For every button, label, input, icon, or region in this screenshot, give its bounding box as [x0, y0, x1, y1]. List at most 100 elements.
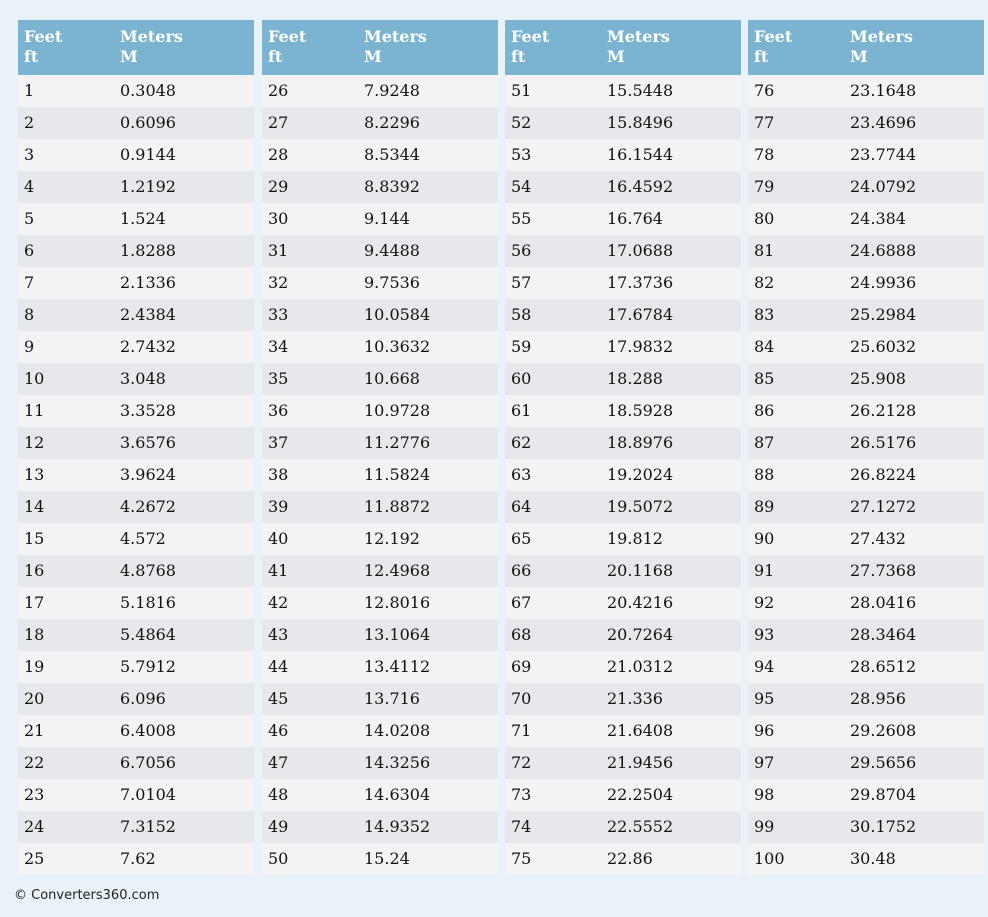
table-row: 17 5.1816: [18, 587, 254, 619]
feet-cell: 3: [24, 145, 35, 164]
table-row: 100 30.48: [748, 843, 984, 875]
feet-cell: 37: [268, 433, 289, 452]
meters-cell: 6.096: [120, 689, 166, 708]
meters-cell: 4.2672: [120, 497, 176, 516]
meters-cell: 8.2296: [364, 113, 420, 132]
table-header: Feet ft Meters M: [262, 20, 498, 75]
table-row: 55 16.764: [505, 203, 741, 235]
meters-cell: 23.1648: [850, 81, 917, 100]
table-row: 94 28.6512: [748, 651, 984, 683]
header-unit: ft: [511, 47, 526, 66]
meters-cell: 18.8976: [607, 433, 674, 452]
table-row: 33 10.0584: [262, 299, 498, 331]
feet-cell: 93: [754, 625, 775, 644]
meters-cell: 18.5928: [607, 401, 674, 420]
feet-cell: 56: [511, 241, 532, 260]
table-row: 27 8.2296: [262, 107, 498, 139]
meters-cell: 5.1816: [120, 593, 176, 612]
table-row: 38 11.5824: [262, 459, 498, 491]
meters-cell: 2.1336: [120, 273, 176, 292]
table-row: 8 2.4384: [18, 299, 254, 331]
feet-cell: 99: [754, 817, 775, 836]
table-row: 63 19.2024: [505, 459, 741, 491]
table-row: 49 14.9352: [262, 811, 498, 843]
table-row: 66 20.1168: [505, 555, 741, 587]
table-row: 53 16.1544: [505, 139, 741, 171]
header-name: Meters: [120, 27, 183, 46]
meters-cell: 1.8288: [120, 241, 176, 260]
table-row: 72 21.9456: [505, 747, 741, 779]
meters-cell: 1.2192: [120, 177, 176, 196]
feet-cell: 24: [24, 817, 45, 836]
meters-cell: 16.4592: [607, 177, 674, 196]
table-row: 34 10.3632: [262, 331, 498, 363]
feet-cell: 18: [24, 625, 45, 644]
feet-cell: 70: [511, 689, 532, 708]
table-row: 91 27.7368: [748, 555, 984, 587]
feet-cell: 85: [754, 369, 775, 388]
table-row: 16 4.8768: [18, 555, 254, 587]
feet-cell: 55: [511, 209, 532, 228]
meters-cell: 30.48: [850, 849, 896, 868]
meters-cell: 29.8704: [850, 785, 917, 804]
meters-cell: 2.7432: [120, 337, 176, 356]
table-row: 97 29.5656: [748, 747, 984, 779]
meters-cell: 15.5448: [607, 81, 674, 100]
header-name: Meters: [364, 27, 427, 46]
meters-cell: 17.9832: [607, 337, 674, 356]
table-row: 12 3.6576: [18, 427, 254, 459]
feet-cell: 42: [268, 593, 289, 612]
feet-cell: 72: [511, 753, 532, 772]
feet-cell: 11: [24, 401, 45, 420]
feet-cell: 10: [24, 369, 45, 388]
meters-cell: 27.432: [850, 529, 906, 548]
table-row: 3 0.9144: [18, 139, 254, 171]
feet-cell: 100: [754, 849, 785, 868]
table-row: 74 22.5552: [505, 811, 741, 843]
meters-cell: 22.86: [607, 849, 653, 868]
header-unit: ft: [268, 47, 283, 66]
feet-cell: 28: [268, 145, 289, 164]
conversion-table: Feet ft Meters M 26 7.9248 27 8.2296 28 8.5344 29 8…: [262, 20, 498, 875]
header-name: Feet: [754, 27, 793, 46]
meters-cell: 11.8872: [364, 497, 431, 516]
feet-cell: 98: [754, 785, 775, 804]
meters-cell: 0.9144: [120, 145, 176, 164]
table-row: 47 14.3256: [262, 747, 498, 779]
meters-cell: 13.1064: [364, 625, 431, 644]
feet-cell: 76: [754, 81, 775, 100]
header-cell: Feet ft: [754, 27, 792, 67]
feet-cell: 26: [268, 81, 289, 100]
feet-cell: 69: [511, 657, 532, 676]
header-name: Feet: [268, 27, 307, 46]
table-row: 20 6.096: [18, 683, 254, 715]
header-name: Meters: [607, 27, 670, 46]
meters-cell: 28.3464: [850, 625, 917, 644]
meters-cell: 28.0416: [850, 593, 917, 612]
feet-cell: 29: [268, 177, 289, 196]
meters-cell: 14.6304: [364, 785, 431, 804]
table-row: 6 1.8288: [18, 235, 254, 267]
table-row: 88 26.8224: [748, 459, 984, 491]
table-row: 54 16.4592: [505, 171, 741, 203]
meters-cell: 17.6784: [607, 305, 674, 324]
table-row: 52 15.8496: [505, 107, 741, 139]
table-row: 83 25.2984: [748, 299, 984, 331]
table-row: 40 12.192: [262, 523, 498, 555]
feet-cell: 2: [24, 113, 35, 132]
table-row: 79 24.0792: [748, 171, 984, 203]
table-row: 71 21.6408: [505, 715, 741, 747]
feet-cell: 43: [268, 625, 289, 644]
meters-cell: 4.572: [120, 529, 166, 548]
header-name: Feet: [24, 27, 63, 46]
meters-cell: 24.6888: [850, 241, 917, 260]
meters-cell: 7.62: [120, 849, 156, 868]
meters-cell: 9.7536: [364, 273, 420, 292]
feet-cell: 4: [24, 177, 35, 196]
feet-cell: 13: [24, 465, 45, 484]
meters-cell: 26.5176: [850, 433, 917, 452]
table-row: 36 10.9728: [262, 395, 498, 427]
table-row: 78 23.7744: [748, 139, 984, 171]
feet-cell: 78: [754, 145, 775, 164]
meters-cell: 2.4384: [120, 305, 176, 324]
